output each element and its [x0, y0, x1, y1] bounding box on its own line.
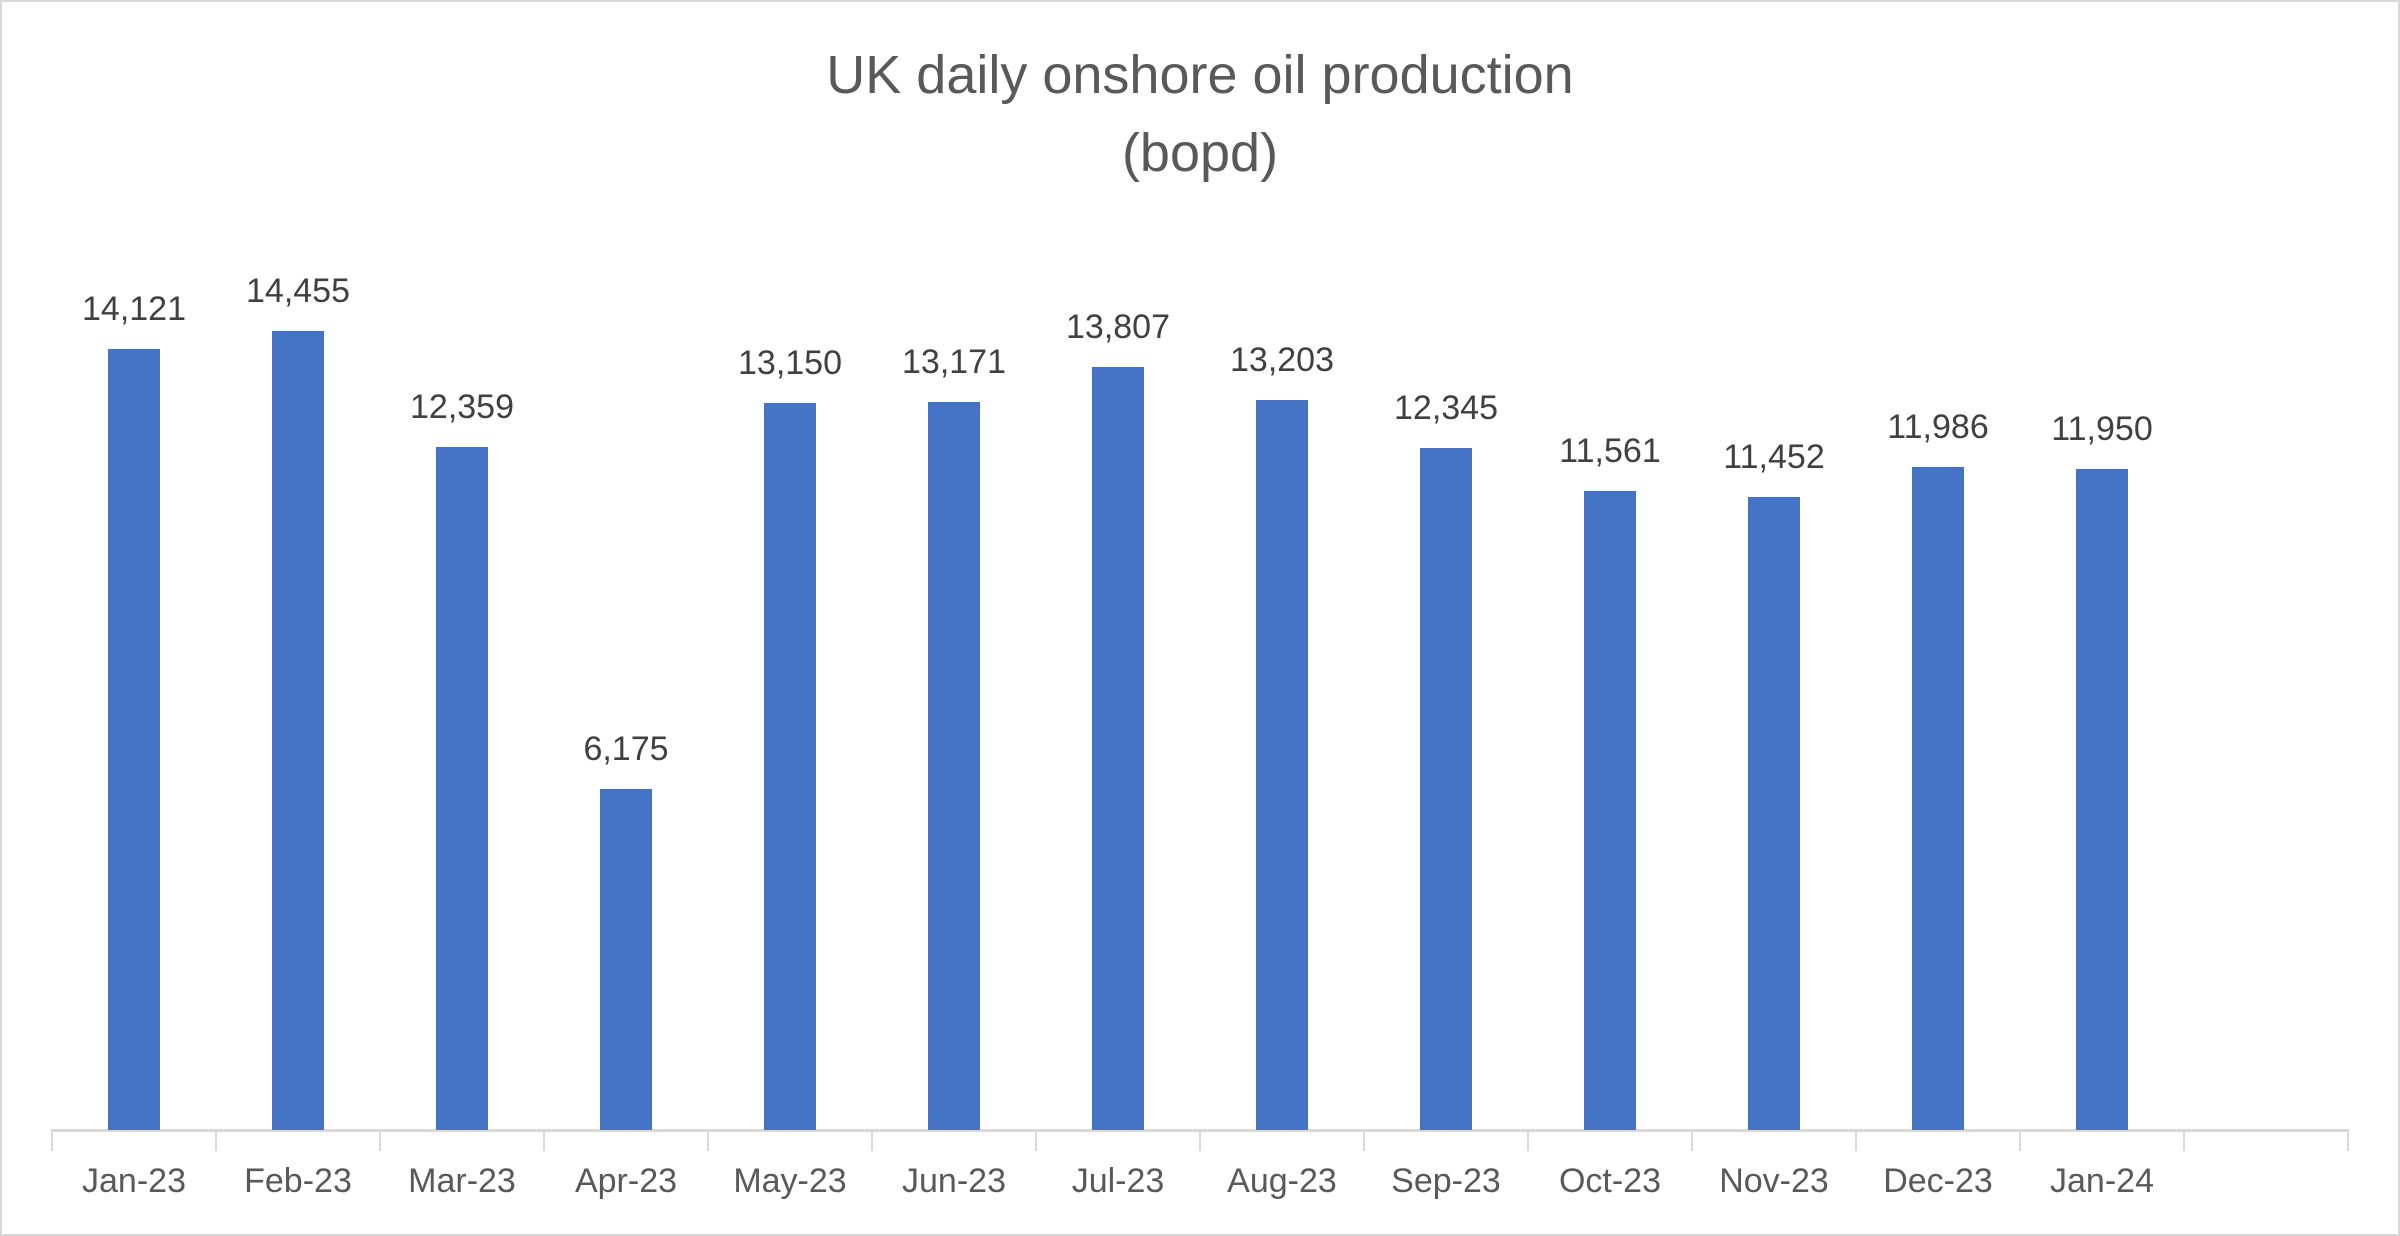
x-axis-label: Feb-23: [244, 1162, 352, 1200]
x-axis-label: Jun-23: [902, 1162, 1006, 1200]
bar-jul-23: [1092, 366, 1144, 1130]
x-axis-label: Oct-23: [1558, 1162, 1662, 1200]
data-label: 13,203: [1230, 341, 1334, 380]
data-label: 13,150: [738, 344, 842, 383]
x-axis-tick: [1363, 1129, 1365, 1151]
x-axis-label: Nov-23: [1719, 1162, 1829, 1200]
x-axis-tick: [1199, 1129, 1201, 1151]
x-axis-label: Jan-23: [82, 1162, 186, 1200]
x-axis-tick: [2183, 1129, 2185, 1151]
bar-may-23: [764, 403, 816, 1130]
data-label: 11,986: [1887, 408, 1989, 447]
x-axis-tick: [871, 1129, 873, 1151]
data-label: 13,171: [902, 342, 1006, 381]
bar-feb-23: [272, 331, 324, 1130]
data-label: 12,345: [1394, 388, 1498, 427]
x-axis-label: Jan-24: [2050, 1162, 2154, 1200]
data-label: 12,359: [410, 387, 514, 426]
chart-title-line-2: (bopd): [1121, 123, 1279, 183]
data-label: 11,561: [1559, 431, 1661, 470]
x-axis-label: Jul-23: [1071, 1162, 1165, 1200]
bar-jan-23: [108, 349, 160, 1130]
data-label: 14,121: [82, 290, 186, 329]
bar-dec-23: [1912, 467, 1964, 1130]
x-axis-tick: [543, 1129, 545, 1151]
bar-mar-23: [436, 446, 488, 1130]
x-axis-tick: [1527, 1129, 1529, 1151]
bar-oct-23: [1584, 490, 1636, 1130]
x-axis-label: Dec-23: [1883, 1162, 1993, 1200]
x-axis-label: Apr-23: [574, 1162, 678, 1200]
x-axis-tick: [1035, 1129, 1037, 1151]
bar-nov-23: [1748, 496, 1800, 1130]
data-label: 13,807: [1066, 307, 1170, 346]
x-axis-label: Aug-23: [1227, 1162, 1337, 1200]
x-axis-tick: [2019, 1129, 2021, 1151]
data-label: 6,175: [583, 729, 669, 768]
x-axis-tick: [2347, 1129, 2349, 1151]
data-label: 14,455: [246, 272, 350, 310]
x-axis-label: Sep-23: [1391, 1162, 1501, 1200]
data-label: 11,452: [1723, 437, 1825, 476]
x-axis-tick: [51, 1129, 53, 1151]
x-axis-tick: [1855, 1129, 1857, 1151]
bar-sep-23: [1420, 447, 1472, 1130]
chart-title-line-1: UK daily onshore oil production: [826, 45, 1574, 105]
x-axis-tick: [379, 1129, 381, 1151]
bar-jun-23: [928, 401, 980, 1130]
bar-apr-23: [600, 788, 652, 1130]
x-axis-tick: [215, 1129, 217, 1151]
x-axis-label: Mar-23: [408, 1162, 516, 1200]
data-label: 11,950: [2051, 410, 2153, 449]
bar-aug-23: [1256, 400, 1308, 1130]
bar-jan-24: [2076, 469, 2128, 1130]
x-axis-tick: [1691, 1129, 1693, 1151]
x-axis-tick: [707, 1129, 709, 1151]
x-axis-label: May-23: [733, 1162, 847, 1200]
